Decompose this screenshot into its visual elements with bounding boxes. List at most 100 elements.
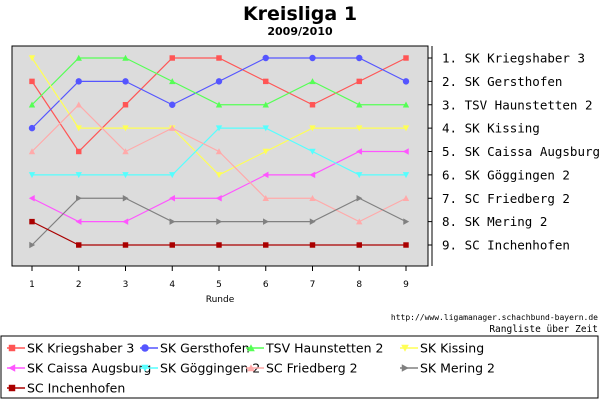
rank-label: 9. SC Inchenhofen [442,238,570,253]
x-tick-label: 8 [356,280,362,290]
series-sk-goeggingen-2 [28,125,410,179]
data-point [263,78,269,85]
data-point [309,78,316,85]
legend-label: SK Mering 2 [420,361,495,376]
source-url: http://www.ligamanager.schachbund-bayern… [391,313,598,322]
legend-item-tsv-haunstetten-2: TSV Haunstetten 2 [246,341,383,356]
data-point [215,125,223,132]
series-sk-mering-2 [29,195,410,249]
rank-label: 4. SK Kissing [442,121,540,136]
series-sk-kissing [28,55,410,179]
series-sk-gersthofen [28,54,410,132]
legend-marker [141,344,149,352]
legend-label: SK Caissa Augsburg [27,361,151,376]
data-point [28,124,36,132]
data-point [262,101,269,108]
data-point [215,78,223,85]
data-point [75,101,82,108]
data-point [309,102,316,108]
data-point [356,101,363,108]
data-point [402,148,409,155]
data-point [122,102,129,108]
rank-label: 8. SK Mering 2 [442,214,547,229]
data-point [28,101,36,108]
data-point [402,172,410,179]
legend-item-sc-friedberg-2: SC Friedberg 2 [246,361,358,376]
data-point [309,148,316,155]
data-point [169,195,175,202]
x-tick-label: 9 [403,280,409,290]
legend-item-sk-kissing: SK Kissing [400,341,484,356]
data-point [76,148,82,155]
data-point [169,218,176,225]
rank-label: 6. SK Göggingen 2 [442,167,570,182]
data-point [75,218,82,225]
data-point [28,172,36,179]
data-point [402,78,410,85]
legend-marker [247,364,255,372]
x-tick-label: 2 [76,280,82,290]
data-point [122,172,129,179]
data-point [309,171,316,179]
data-point [28,148,36,155]
data-point [75,172,82,179]
data-point [262,54,269,62]
legend-label: SK Gersthofen [160,341,250,356]
legend-item-sk-caissa-augsburg: SK Caissa Augsburg [7,361,151,376]
legend-label: SC Friedberg 2 [266,361,358,376]
rank-label: 3. TSV Haunstetten 2 [442,97,593,112]
data-point [356,78,362,85]
data-point [262,148,269,155]
chart-title: Kreisliga 1 [243,3,357,25]
data-point [309,195,316,201]
legend-marker [247,344,255,352]
legend-box [0,335,599,399]
data-point [215,172,223,179]
data-point [76,242,82,248]
data-point [169,242,175,248]
data-point [263,242,269,248]
x-tick-label: 7 [310,280,316,290]
data-point [309,242,316,248]
data-point [309,54,316,62]
data-point [29,78,35,85]
data-point [169,55,175,61]
data-point [309,125,316,132]
series-sk-caissa-augsburg [28,148,409,225]
data-point [75,125,82,132]
data-point [122,148,129,155]
data-point [122,78,129,85]
data-point [75,78,82,85]
data-point [122,54,129,61]
data-point [169,101,176,108]
chart-caption: Rangliste über Zeit [489,324,598,335]
data-point [356,125,363,132]
legend-marker [8,344,16,352]
legend-item-sk-mering-2: SK Mering 2 [400,361,495,376]
x-tick-label: 5 [216,280,222,290]
data-point [356,242,362,248]
series-sc-friedberg-2 [28,101,410,225]
legend-marker [401,344,409,352]
data-point [29,241,36,249]
data-point [215,195,222,202]
x-tick-label: 3 [123,280,129,290]
data-point [216,55,222,61]
data-point [356,54,363,62]
legend-item-sc-inchenhofen: SC Inchenhofen [7,381,125,396]
series-tsv-haunstetten-2 [28,54,410,108]
data-point [76,195,82,202]
data-point [122,218,129,225]
data-point [262,125,269,132]
x-tick-label: 6 [263,280,269,290]
data-point [403,218,410,225]
x-tick-label: 1 [29,280,35,290]
data-point [403,242,409,248]
legend-marker [401,364,409,372]
data-point [262,171,269,179]
legend-label: TSV Haunstetten 2 [265,341,383,356]
rank-label: 2. SK Gersthofen [442,74,562,89]
rank-label: 1. SK Kriegshaber 3 [442,51,585,66]
data-point [309,218,316,225]
legend-label: SK Kissing [420,341,484,356]
